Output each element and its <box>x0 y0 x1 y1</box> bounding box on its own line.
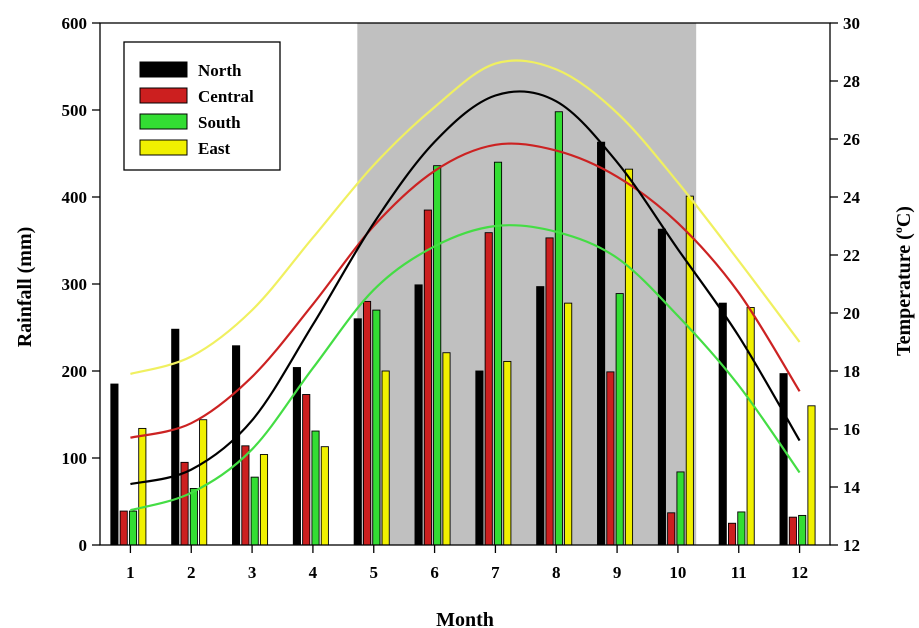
wet-season-shading <box>357 23 697 545</box>
y-tick-label: 300 <box>62 275 88 294</box>
x-tick-label: 7 <box>491 563 500 582</box>
legend-label-north: North <box>198 61 242 80</box>
bar-south-5 <box>372 309 381 546</box>
temperature-line-north <box>130 90 801 486</box>
y2-tick-label: 22 <box>843 246 860 265</box>
y-tick-label: 500 <box>62 101 88 120</box>
bar-south-8 <box>554 111 563 546</box>
bar-east-6 <box>442 352 451 546</box>
bar-central-6 <box>423 209 432 546</box>
y-axis-title: Rainfall (mm) <box>14 227 36 348</box>
y-tick-label: 0 <box>79 536 88 555</box>
bar-north-3 <box>232 345 241 546</box>
y-tick-label: 600 <box>62 14 88 33</box>
bar-east-1 <box>138 427 147 546</box>
bar-east-10 <box>685 195 694 546</box>
bar-east-7 <box>503 360 512 546</box>
bar-central-8 <box>545 237 554 546</box>
legend-swatch-north <box>139 61 188 78</box>
y2-tick-label: 30 <box>843 14 860 33</box>
bar-north-5 <box>353 318 362 546</box>
x-tick-label: 9 <box>613 563 622 582</box>
bar-south-2 <box>189 488 198 546</box>
bar-north-10 <box>657 228 666 546</box>
bar-south-4 <box>311 430 320 546</box>
legend: North Central South East <box>123 41 281 171</box>
x-tick-label: 5 <box>370 563 379 582</box>
bar-south-7 <box>493 161 503 546</box>
y2-axis-title: Temperature (oC) <box>891 206 915 356</box>
bar-east-5 <box>381 370 390 546</box>
y-tick-label: 200 <box>62 362 88 381</box>
legend-swatch-south <box>139 113 188 130</box>
bar-central-5 <box>363 300 372 546</box>
x-tick-label: 10 <box>669 563 686 582</box>
y2-tick-label: 20 <box>843 304 860 323</box>
bar-east-3 <box>259 454 269 546</box>
y2-tick-label: 26 <box>843 130 860 149</box>
bar-central-1 <box>119 510 128 546</box>
x-tick-label: 8 <box>552 563 561 582</box>
x-tick-label: 6 <box>430 563 439 582</box>
bar-central-4 <box>302 394 311 546</box>
bar-north-7 <box>475 370 484 546</box>
bar-central-10 <box>667 512 676 546</box>
rainfall-bars <box>110 111 816 546</box>
y2-tick-label: 16 <box>843 420 860 439</box>
y-tick-label: 400 <box>62 188 88 207</box>
bar-central-2 <box>180 461 189 546</box>
y2-tick-label: 18 <box>843 362 860 381</box>
temperature-line-east <box>130 59 801 375</box>
x-tick-label: 2 <box>187 563 196 582</box>
bar-south-6 <box>433 165 442 546</box>
x-axis-title: Month <box>436 609 494 628</box>
bar-south-12 <box>798 514 807 546</box>
bar-east-2 <box>199 419 208 546</box>
bar-north-8 <box>536 286 545 546</box>
bar-north-9 <box>597 141 606 546</box>
bar-central-11 <box>728 522 737 546</box>
bar-east-11 <box>746 307 755 546</box>
x-tick-label: 1 <box>126 563 135 582</box>
y2-tick-label: 24 <box>843 188 861 207</box>
bar-central-3 <box>241 445 250 546</box>
bar-north-11 <box>718 302 727 546</box>
x-tick-label: 12 <box>791 563 808 582</box>
bar-south-10 <box>676 471 685 546</box>
bar-north-6 <box>414 284 423 546</box>
bar-east-9 <box>624 168 634 546</box>
x-tick-label: 11 <box>731 563 747 582</box>
y2-tick-label: 28 <box>843 72 860 91</box>
bar-east-8 <box>564 302 573 546</box>
axes: 0100200300400500600121416182022242628301… <box>62 14 861 582</box>
bar-south-9 <box>615 293 624 546</box>
bar-east-12 <box>807 405 816 546</box>
legend-swatch-east <box>139 139 188 156</box>
bar-central-9 <box>606 371 615 546</box>
legend-label-south: South <box>198 113 241 132</box>
temperature-curves <box>130 59 801 512</box>
bar-south-11 <box>737 511 746 546</box>
temperature-line-south <box>130 224 801 512</box>
bar-south-3 <box>250 476 259 546</box>
temperature-line-central <box>130 142 801 439</box>
bar-central-12 <box>788 516 797 546</box>
y2-tick-label: 12 <box>843 536 860 555</box>
legend-label-east: East <box>198 139 230 158</box>
x-tick-label: 3 <box>248 563 257 582</box>
y-tick-label: 100 <box>62 449 88 468</box>
y2-tick-label: 14 <box>843 478 861 497</box>
bar-north-12 <box>779 373 788 546</box>
x-tick-label: 4 <box>309 563 318 582</box>
legend-label-central: Central <box>198 87 254 106</box>
legend-swatch-central <box>139 87 188 104</box>
bar-north-1 <box>110 383 119 546</box>
bar-south-1 <box>128 510 138 546</box>
bar-east-4 <box>320 446 329 546</box>
bar-central-7 <box>484 232 493 546</box>
